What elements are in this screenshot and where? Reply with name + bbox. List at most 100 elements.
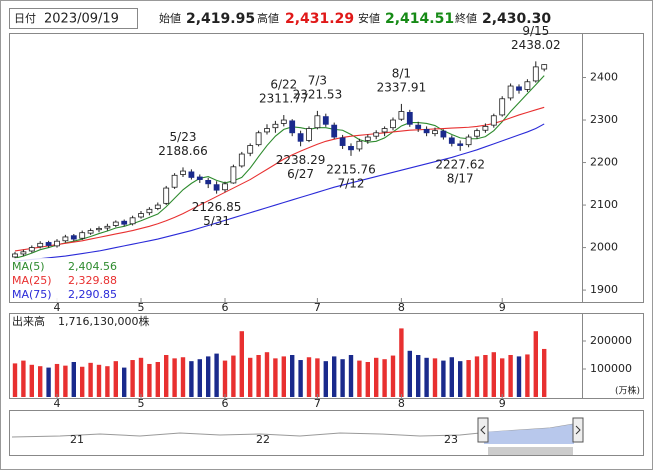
x-tick-label: 9 — [499, 397, 506, 410]
y-tick-label: 200000 — [590, 334, 632, 347]
field-label: 始値 — [159, 11, 181, 25]
x-tick-label: 8 — [398, 301, 405, 314]
volume-bar — [365, 362, 370, 397]
volume-bar — [500, 358, 505, 397]
candle-body — [465, 136, 472, 146]
price-panel — [9, 33, 644, 303]
annotation-value: 2126.85 — [192, 200, 242, 214]
candle-body — [432, 130, 438, 135]
candle-body — [196, 176, 203, 180]
volume-bar — [248, 357, 253, 397]
candle-body — [423, 128, 430, 134]
volume-bar — [525, 354, 530, 397]
range-handle[interactable] — [572, 417, 584, 443]
volume-bar — [483, 355, 488, 397]
volume-bar — [516, 356, 522, 397]
volume-bar — [315, 358, 320, 397]
volume-bar — [273, 358, 278, 397]
annotation-date: 5/23 — [170, 130, 197, 144]
volume-bar — [348, 355, 354, 397]
candle-body — [398, 111, 405, 120]
candle-body — [45, 242, 52, 246]
candle-body — [541, 64, 548, 70]
annotation-value: 2438.02 — [511, 38, 561, 52]
volume-bar — [113, 361, 118, 397]
field-label: 高値 — [257, 11, 279, 25]
candle-body — [524, 81, 531, 90]
ma-line — [14, 75, 545, 259]
volume-bar — [21, 360, 26, 397]
annotation-date: 7/3 — [308, 73, 327, 87]
candle-body — [373, 132, 380, 137]
candle-body — [457, 143, 464, 146]
x-tick-label: 5 — [138, 301, 145, 314]
volume-bar — [206, 356, 211, 397]
volume-panel — [9, 313, 644, 399]
candle-body — [171, 174, 178, 188]
handle-arrow — [480, 425, 581, 435]
candle-body — [129, 217, 136, 225]
navigator-range[interactable] — [484, 424, 574, 444]
annotation-value: 2337.91 — [377, 80, 427, 94]
volume-bar — [424, 357, 429, 397]
volume-total: 1,716,130,000株 — [58, 314, 149, 328]
candle-body — [440, 130, 447, 138]
x-tick-label: 6 — [222, 301, 229, 314]
y-tick-label: 2200 — [590, 156, 618, 169]
candle-body — [507, 85, 514, 99]
field-label: 終値 — [455, 11, 477, 25]
volume-bar — [458, 361, 463, 397]
volume-bar — [357, 360, 362, 397]
volume-bar — [122, 367, 127, 397]
candle-body — [104, 225, 111, 229]
candle-body — [146, 208, 153, 214]
y-tick-label: 2400 — [590, 71, 618, 84]
candle-body — [280, 119, 287, 124]
candle-body — [306, 128, 312, 141]
candle-body — [213, 184, 220, 191]
candle-body — [247, 145, 254, 154]
volume-bar — [306, 357, 312, 397]
field-value: 2,419.95 — [186, 11, 255, 27]
y-tick-label: 100000 — [590, 362, 632, 375]
candle-body — [180, 170, 186, 175]
x-tick-label: 4 — [54, 397, 61, 410]
candle-body — [482, 126, 489, 131]
volume-bar — [298, 360, 303, 397]
volume-bar — [474, 356, 480, 397]
annotation-value: 2311.77 — [259, 92, 309, 106]
candle-body — [96, 228, 102, 231]
ma-line — [14, 123, 545, 262]
volume-bar — [432, 358, 438, 397]
candle-body — [297, 133, 304, 142]
annotation-date: 7/12 — [338, 176, 365, 190]
candle-body — [364, 136, 371, 141]
range-handle[interactable] — [477, 417, 489, 443]
x-tick-label: 7 — [314, 301, 321, 314]
candle-body — [415, 124, 422, 129]
scrollbar[interactable] — [488, 447, 573, 455]
volume-bar — [264, 352, 270, 397]
volume-bar — [172, 358, 177, 397]
candle-body — [205, 180, 212, 185]
candle-body — [222, 183, 228, 191]
ma-line — [14, 106, 545, 252]
volume-bar — [80, 366, 85, 397]
volume-bar — [222, 360, 228, 397]
volume-bar — [130, 360, 135, 397]
volume-bar — [399, 328, 404, 397]
candle-body — [79, 232, 86, 239]
legend-box — [10, 258, 120, 302]
annotation-date: 9/15 — [522, 24, 549, 38]
volume-bar — [323, 361, 328, 397]
volume-bar — [374, 357, 379, 397]
volume-bar — [138, 357, 144, 397]
candle-body — [37, 242, 44, 248]
legend-name: MA(75) — [12, 288, 52, 301]
date-label: 日付 — [14, 12, 36, 25]
x-tick-label: 4 — [54, 301, 61, 314]
volume-bar — [449, 357, 454, 397]
annotation-date: 6/22 — [270, 78, 297, 92]
candle-body — [70, 235, 77, 240]
volume-title: 出来高 — [12, 314, 45, 328]
